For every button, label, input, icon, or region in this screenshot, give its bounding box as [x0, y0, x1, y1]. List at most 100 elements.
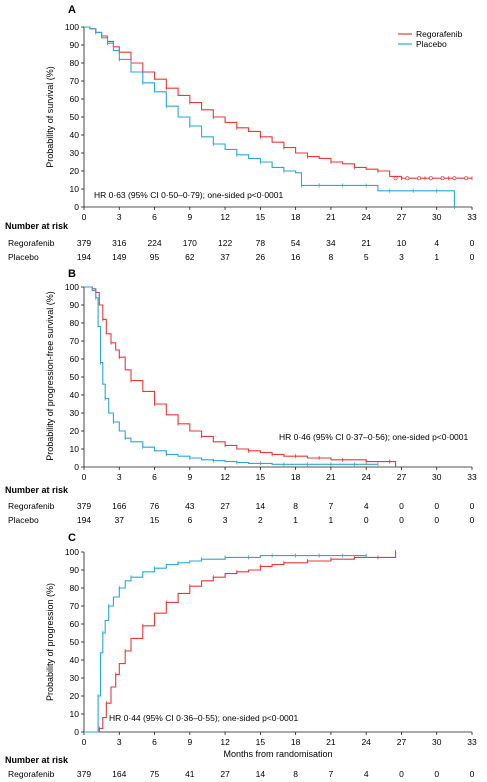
x-tick-label: 0 [82, 737, 87, 747]
risk-count: 43 [185, 501, 195, 511]
risk-count: 194 [77, 515, 91, 525]
y-tick-label: 30 [70, 673, 80, 683]
risk-count: 4 [364, 501, 369, 511]
panel-a-yticks: 0 10 20 30 40 50 60 70 80 90 100 [65, 22, 84, 212]
panel-c-risk-numbers: 379 164 75 41 27 14 8 7 4 0 0 0 [77, 769, 475, 779]
risk-count: 170 [183, 238, 197, 248]
x-tick-label: 18 [291, 472, 301, 482]
x-tick-label: 30 [432, 737, 442, 747]
y-tick-label: 80 [70, 583, 80, 593]
y-tick-label: 40 [70, 390, 80, 400]
risk-count: 16 [291, 252, 301, 262]
risk-count: 3 [399, 252, 404, 262]
y-tick-label: 20 [70, 426, 80, 436]
risk-count: 5 [364, 252, 369, 262]
x-tick-label: 6 [152, 737, 157, 747]
x-tick-label: 15 [256, 737, 266, 747]
y-tick-label: 0 [74, 462, 79, 472]
placebo-curve [84, 286, 378, 465]
risk-count: 41 [185, 769, 195, 779]
y-tick-label: 20 [70, 166, 80, 176]
x-tick-label: 30 [432, 212, 442, 222]
risk-count: 27 [220, 501, 230, 511]
regorafenib-curve [84, 26, 472, 179]
x-tick-label: 30 [432, 472, 442, 482]
risk-count: 26 [256, 252, 266, 262]
x-tick-label: 12 [220, 212, 230, 222]
panel-a: A Probability of survival (%) 0102030405… [5, 4, 477, 262]
regorafenib-censor-circle [428, 176, 433, 181]
panel-a-annotation: HR 0·63 (95% CI 0·50–0·79); one-sided p<… [94, 190, 284, 200]
risk-count: 75 [150, 769, 160, 779]
panel-b-risk-numbers: 379 166 76 43 27 14 8 7 4 0 0 0 194 37 15 6 3 2 1 1 0 0 0 0 [77, 501, 475, 525]
y-tick-label: 0 [74, 727, 79, 737]
risk-title: Number at risk [5, 221, 69, 231]
panel-b: B Probability of progression-free surviv… [5, 268, 477, 525]
risk-count: 34 [326, 238, 336, 248]
x-tick-label: 33 [467, 472, 477, 482]
y-tick-label: 90 [70, 40, 80, 50]
risk-count: 0 [434, 501, 439, 511]
risk-count: 379 [77, 501, 91, 511]
risk-count: 2 [258, 515, 263, 525]
panel-a-ylabel: Probability of survival (%) [45, 66, 55, 168]
regorafenib-censor-circle [393, 176, 398, 181]
x-tick-label: 27 [397, 472, 407, 482]
x-tick-label: 33 [467, 737, 477, 747]
risk-count: 224 [147, 238, 161, 248]
risk-count: 21 [361, 238, 371, 248]
x-tick-label: 12 [220, 472, 230, 482]
panel-c-ylabel: Probability of progression (%) [45, 583, 55, 701]
x-tick-label: 24 [361, 212, 371, 222]
panel-c-xlabel: Months from randomisation [223, 749, 332, 759]
risk-count: 0 [364, 515, 369, 525]
panel-a-curves [84, 26, 473, 209]
risk-count: 8 [293, 769, 298, 779]
risk-regorafenib-label: Regorafenib [8, 501, 55, 511]
risk-count: 37 [115, 515, 125, 525]
panel-c-risk-table: Number at risk Regorafenib 379 164 75 41 27 1… [5, 755, 475, 779]
x-tick-label: 3 [117, 212, 122, 222]
y-tick-label: 60 [70, 354, 80, 364]
y-tick-label: 80 [70, 58, 80, 68]
x-tick-label: 18 [291, 737, 301, 747]
panel-c-xticks: 0 3 6 9 12 15 18 21 24 27 30 33 [82, 732, 477, 747]
placebo-curve [84, 26, 455, 207]
risk-count: 194 [77, 252, 91, 262]
risk-count: 54 [291, 238, 301, 248]
risk-count: 37 [220, 252, 230, 262]
risk-regorafenib-label: Regorafenib [8, 238, 55, 248]
risk-count: 78 [256, 238, 266, 248]
risk-title: Number at risk [5, 485, 69, 495]
panel-b-letter: B [68, 268, 76, 280]
y-tick-label: 70 [70, 601, 80, 611]
risk-count: 4 [364, 769, 369, 779]
risk-count: 0 [399, 769, 404, 779]
panel-b-yticks: 0 10 20 30 40 50 60 70 80 90 100 [65, 282, 84, 472]
risk-count: 164 [112, 769, 126, 779]
x-tick-label: 9 [187, 737, 192, 747]
risk-count: 316 [112, 238, 126, 248]
y-tick-label: 50 [70, 112, 80, 122]
x-tick-label: 21 [326, 472, 336, 482]
y-tick-label: 20 [70, 691, 80, 701]
y-tick-label: 100 [65, 547, 79, 557]
y-tick-label: 80 [70, 318, 80, 328]
risk-count: 149 [112, 252, 126, 262]
regorafenib-censor-circle [417, 176, 422, 181]
risk-count: 3 [223, 515, 228, 525]
y-tick-label: 30 [70, 148, 80, 158]
panel-b-curves [84, 286, 397, 467]
risk-count: 166 [112, 501, 126, 511]
y-tick-label: 50 [70, 637, 80, 647]
risk-count: 1 [293, 515, 298, 525]
risk-count: 10 [397, 238, 407, 248]
panel-b-xticks: 0 3 6 9 12 15 18 21 24 27 30 33 [82, 467, 477, 482]
regorafenib-censor-circle [452, 176, 457, 181]
panel-b-ylabel: Probability of progression-free survival… [45, 291, 55, 461]
risk-count: 0 [470, 769, 475, 779]
y-tick-label: 40 [70, 655, 80, 665]
risk-count: 0 [399, 501, 404, 511]
risk-count: 15 [150, 515, 160, 525]
